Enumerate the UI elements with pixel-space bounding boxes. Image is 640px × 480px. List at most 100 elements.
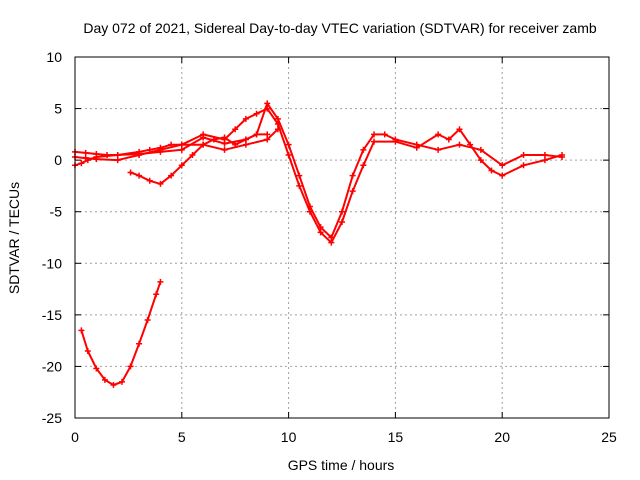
data-point [210,136,217,143]
data-point [189,151,196,158]
data-point [118,378,125,385]
data-point [242,141,249,148]
data-point [488,167,495,174]
data-point [371,138,378,145]
data-point [146,146,153,153]
data-point [144,317,151,324]
y-tick-label: 0 [54,152,62,168]
data-point [456,126,463,133]
data-point [499,172,506,179]
plot-frame [74,56,610,419]
data-point [541,157,548,164]
data-point [200,131,207,138]
data-point [360,146,367,153]
data-point [178,162,185,169]
data-point [445,136,452,143]
ticks [74,56,610,419]
data-point [413,144,420,151]
y-tick-label: -20 [42,358,62,374]
data-point [520,162,527,169]
x-tick-label: 0 [71,429,79,445]
data-point [264,105,271,112]
data-point [178,141,185,148]
data-point [349,172,356,179]
data-point [200,141,207,148]
data-point [242,136,249,143]
data-point [520,151,527,158]
y-axis-label: SDTVAR / TECUs [6,182,22,294]
data-point [157,278,164,285]
x-axis-label: GPS time / hours [288,457,395,473]
x-tick-label: 20 [494,429,510,445]
y-tick-label: -10 [42,255,62,271]
data-point [146,177,153,184]
x-tick-label: 25 [601,429,617,445]
data-point [114,157,121,164]
data-point [435,131,442,138]
data-point [127,169,134,176]
data-point [157,180,164,187]
data-point [339,208,345,215]
chart-title: Day 072 of 2021, Sidereal Day-to-day VTE… [83,20,596,36]
y-tick-label: -5 [50,204,63,220]
data-point [253,131,260,138]
data-point [285,141,292,148]
series-arc-4 [129,133,269,185]
x-tick-label: 15 [388,429,404,445]
data-point [285,151,292,158]
data-point [153,291,160,298]
data-point [477,157,484,164]
data-point [127,363,134,370]
data-point [541,151,548,158]
data-point [381,131,388,138]
data-point [157,144,164,151]
data-point [339,219,345,226]
data-point [232,126,239,133]
data-point [84,347,91,354]
x-tick-label: 5 [178,429,186,445]
y-tick-label: 5 [54,101,62,117]
data-point [296,172,303,179]
data-point [136,148,143,155]
data-point [274,115,281,122]
data-point [168,141,175,148]
data-point [101,376,108,383]
data-point [328,239,335,246]
data-point [274,121,281,128]
series-arc-5 [80,280,162,386]
data-point [114,151,121,158]
data-point [253,110,260,117]
data-point [274,126,281,133]
data-point [242,115,249,122]
x-tick-labels: 0 5 10 15 20 25 [71,429,617,445]
data-point [456,141,463,148]
data-point [93,365,100,372]
data-point [559,151,566,158]
data-point [264,136,271,143]
data-point [392,138,399,145]
y-tick-labels: 10 5 0 -5 -10 -15 -20 -25 [42,49,62,426]
data-point [178,146,185,153]
data-point [349,188,356,195]
data-point [168,172,175,179]
data-point [221,134,228,141]
data-point [467,141,474,148]
data-point [360,162,367,169]
data-point [221,146,228,153]
data-point [232,141,239,148]
x-tick-label: 10 [281,429,297,445]
y-tick-label: -25 [42,410,62,426]
series-group [72,100,566,388]
data-point [110,381,117,388]
data-point [499,162,506,169]
y-tick-label: -15 [42,307,62,323]
data-point [317,229,324,236]
data-point [78,327,85,334]
data-point [93,154,100,161]
data-point [84,157,91,164]
data-point [371,131,378,138]
data-point [264,131,271,138]
data-point [136,340,143,347]
data-point [435,146,442,153]
